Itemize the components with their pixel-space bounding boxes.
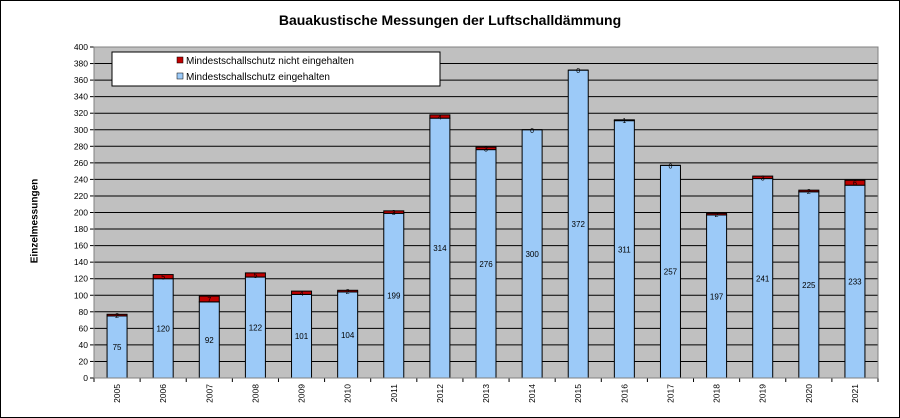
- bar-value-label-red: 0: [669, 163, 673, 170]
- bar-value-label-red: 6: [853, 181, 857, 188]
- bar-value-label: 300: [525, 250, 539, 259]
- bar-value-label: 372: [572, 220, 586, 229]
- bar-value-label-red: 4: [438, 115, 442, 122]
- bar-value-label-red: 3: [484, 146, 488, 153]
- bar-value-label-red: 2: [346, 289, 350, 296]
- legend-box: [111, 51, 441, 87]
- x-tick-label: 2017: [665, 384, 675, 403]
- bar-nicht-eingehalten: [152, 274, 174, 280]
- bar-nicht-eingehalten: [291, 290, 313, 295]
- bar-nicht-eingehalten: [106, 313, 128, 317]
- bar-value-label: 233: [848, 278, 862, 287]
- bar-value-label-red: 3: [392, 210, 396, 217]
- bar-nicht-eingehalten: [198, 295, 220, 303]
- chart-title: Bauakustische Messungen der Luftschalldä…: [278, 12, 622, 28]
- bar-value-label: 311: [618, 245, 631, 254]
- y-tick-label: 380: [74, 59, 88, 69]
- bar-value-label-red: 2: [715, 212, 719, 219]
- bar-nicht-eingehalten: [706, 212, 728, 216]
- bar-value-label-red: 0: [576, 68, 580, 75]
- legend-label: Mindestschallschutz nicht eingehalten: [186, 56, 354, 67]
- x-axis-ticks: 2005 2006 2007 2008 2009 2010 2011 2012 2013 2014…: [93, 378, 879, 403]
- y-tick-label: 20: [79, 356, 89, 366]
- x-tick-label: 2020: [804, 384, 814, 403]
- bar-nicht-eingehalten: [613, 119, 635, 122]
- bar-value-label: 197: [710, 292, 724, 301]
- y-tick-label: 360: [74, 75, 88, 85]
- bar-value-label-red: 5: [253, 273, 257, 280]
- y-tick-label: 280: [74, 141, 88, 151]
- x-tick-label: 2014: [527, 384, 537, 403]
- y-tick-label: 60: [79, 323, 89, 333]
- y-tick-label: 120: [74, 274, 88, 284]
- x-tick-label: 2012: [435, 384, 445, 403]
- x-tick-label: 2010: [343, 384, 353, 403]
- bar-value-label-red: 1: [622, 118, 626, 125]
- bar-nicht-eingehalten: [798, 189, 820, 193]
- x-tick-label: 2009: [297, 384, 307, 403]
- x-tick-label: 2016: [619, 384, 629, 403]
- y-tick-label: 80: [79, 307, 89, 317]
- legend-label: Mindestschallschutz eingehalten: [186, 72, 330, 83]
- y-tick-label: 340: [74, 92, 88, 102]
- x-tick-label: 2006: [158, 384, 168, 403]
- y-tick-label: 180: [74, 224, 88, 234]
- bar-nicht-eingehalten: [429, 114, 451, 119]
- x-tick-label: 2008: [250, 384, 260, 403]
- bar-nicht-eingehalten: [337, 289, 359, 293]
- y-tick-label: 220: [74, 191, 88, 201]
- bar-value-label: 225: [802, 281, 816, 290]
- bar-value-label-red: 7: [207, 297, 211, 304]
- bar-value-label-red: 4: [300, 291, 304, 298]
- bar-value-label: 120: [156, 324, 170, 333]
- y-tick-label: 140: [74, 257, 88, 267]
- x-tick-label: 2018: [712, 384, 722, 403]
- bar-value-label: 199: [387, 292, 401, 301]
- bar-value-label: 104: [341, 331, 355, 340]
- x-tick-label: 2015: [573, 384, 583, 403]
- bar-value-label: 101: [295, 332, 309, 341]
- y-tick-label: 260: [74, 158, 88, 168]
- x-tick-label: 2007: [204, 384, 214, 403]
- bar-nicht-eingehalten: [383, 210, 405, 214]
- bar-value-label: 75: [113, 343, 122, 352]
- y-tick-label: 240: [74, 174, 88, 184]
- bar-value-label: 276: [479, 260, 493, 269]
- x-tick-label: 2019: [758, 384, 768, 403]
- y-tick-label: 40: [79, 340, 89, 350]
- bar-value-label: 92: [205, 336, 214, 345]
- bar-nicht-eingehalten: [244, 272, 266, 278]
- y-tick-label: 300: [74, 125, 88, 135]
- y-axis-ticks: 0 20 40 60 80 100 120 140 160 180 200 220 240 260 280 3…: [74, 42, 94, 383]
- bar-nicht-eingehalten: [752, 175, 774, 180]
- bar-value-label: 314: [433, 244, 447, 253]
- bar-value-label-red: 5: [161, 275, 165, 282]
- bar-value-label-red: 0: [530, 128, 534, 135]
- y-tick-label: 0: [83, 373, 88, 383]
- legend: Mindestschallschutz nicht eingehalten Min…: [111, 51, 441, 87]
- bar-nicht-eingehalten: [475, 146, 497, 151]
- bar-value-label: 241: [756, 274, 770, 283]
- y-tick-label: 100: [74, 290, 88, 300]
- bar-value-label-red: 2: [115, 313, 119, 320]
- legend-swatch: [176, 72, 184, 80]
- bar-value-label: 122: [249, 324, 263, 333]
- x-tick-label: 2021: [850, 384, 860, 403]
- bar-value-label: 257: [664, 268, 678, 277]
- plot-border: [93, 46, 879, 379]
- x-tick-label: 2005: [112, 384, 122, 403]
- x-tick-label: 2011: [389, 384, 399, 403]
- y-tick-label: 160: [74, 241, 88, 251]
- bar-value-label-red: 3: [761, 175, 765, 182]
- axes: [93, 46, 879, 379]
- bar-value-label-red: 2: [807, 189, 811, 196]
- x-tick-label: 2013: [481, 384, 491, 403]
- y-tick-label: 320: [74, 108, 88, 118]
- bar-nicht-eingehalten: [844, 179, 866, 186]
- y-tick-label: 200: [74, 208, 88, 218]
- legend-swatch: [176, 56, 184, 64]
- y-tick-label: 400: [74, 42, 88, 52]
